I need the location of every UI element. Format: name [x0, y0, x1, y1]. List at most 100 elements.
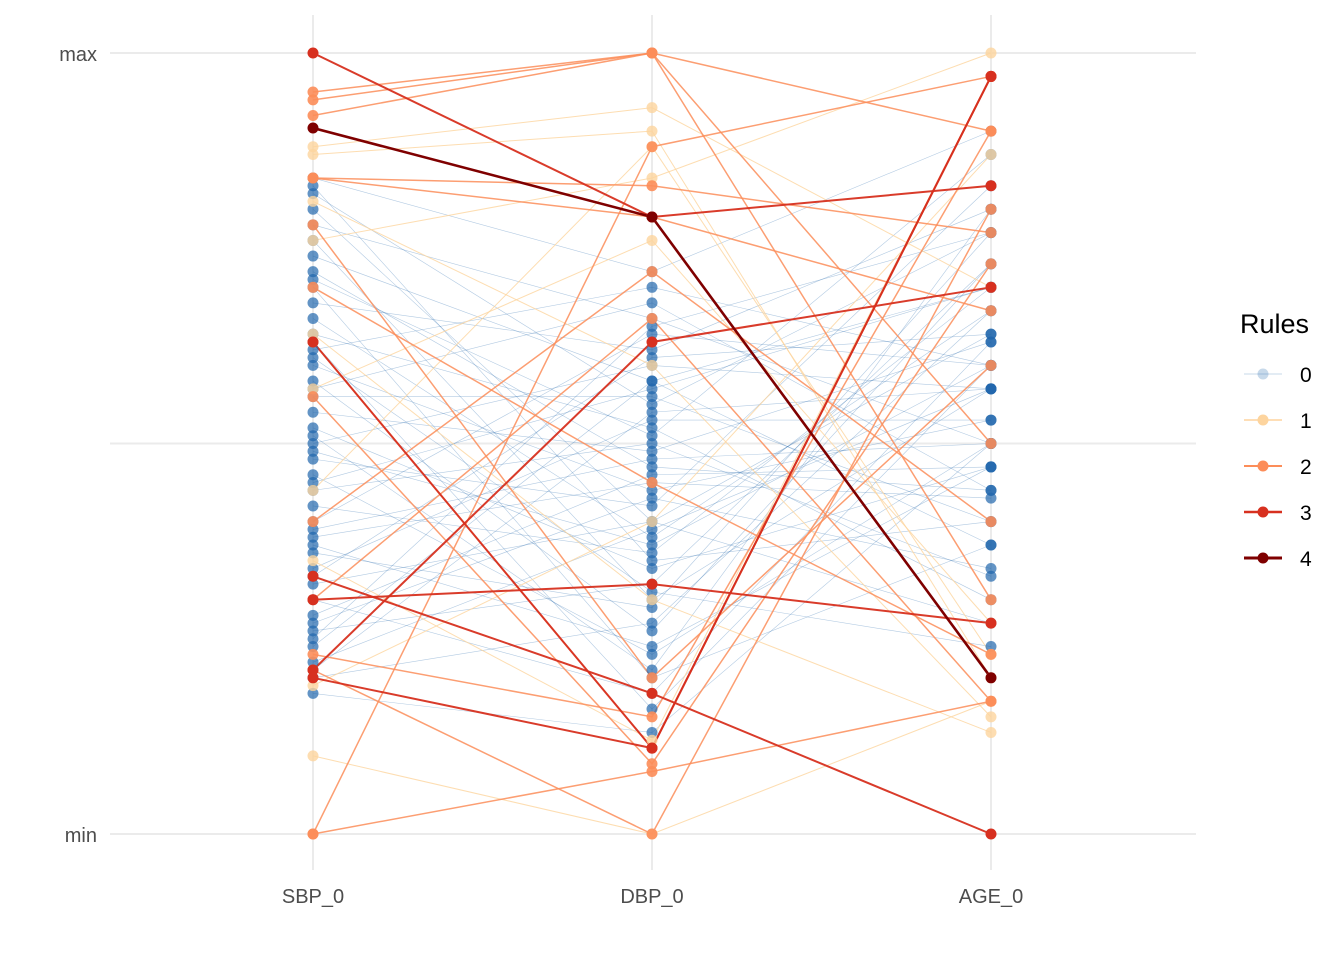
rule-0-point: [985, 492, 997, 504]
legend: Rules 0 1 2 3 4: [1240, 309, 1312, 571]
rule-3-point: [307, 672, 319, 684]
rule-1-point: [646, 234, 658, 246]
rule-2-point: [985, 125, 997, 137]
series-points: [307, 47, 997, 840]
rule-0-point: [985, 484, 997, 496]
rule-0-point: [646, 703, 658, 715]
rule-2-point: [307, 281, 319, 293]
legend-title: Rules: [1240, 309, 1309, 339]
rule-2-point: [985, 258, 997, 270]
rule-1-point: [307, 195, 319, 207]
rule-4-point: [985, 672, 997, 684]
rule-3-point: [646, 742, 658, 754]
rule-1-point: [985, 711, 997, 723]
rule-0-point: [646, 539, 658, 551]
rule-0-point: [307, 250, 319, 262]
rule-0-point: [307, 344, 319, 356]
rule-1-point: [307, 383, 319, 395]
rule-1-point: [307, 149, 319, 161]
rule-2-point: [646, 758, 658, 770]
rule-1-point: [646, 516, 658, 528]
rule-0-point: [646, 281, 658, 293]
rule-0-point: [307, 633, 319, 645]
rule-0-point: [307, 477, 319, 489]
rule-1-point: [307, 484, 319, 496]
legend-key-point: [1257, 368, 1269, 380]
rule-0-point: [646, 383, 658, 395]
rule-1-point: [307, 680, 319, 692]
legend-label-4: 4: [1300, 548, 1312, 571]
rule-0-point: [307, 273, 319, 285]
rule-0-point: [307, 641, 319, 653]
rule-3-point: [307, 336, 319, 348]
y-tick-max: max: [59, 44, 97, 66]
rule-3-point: [307, 47, 319, 59]
rule-1-point: [307, 555, 319, 567]
rule-0-point: [646, 438, 658, 449]
legend-key-point: [1257, 460, 1269, 472]
rule-0-point: [646, 422, 658, 434]
legend-label-1: 1: [1300, 410, 1312, 433]
rule-0-point: [307, 375, 319, 387]
legend-label-0: 0: [1300, 364, 1312, 387]
rule-2-point: [985, 305, 997, 317]
rule-0-point: [307, 531, 319, 543]
rule-1-point: [646, 734, 658, 746]
legend-label-2: 2: [1300, 456, 1312, 479]
rule-0-point: [307, 180, 319, 192]
rule-0-point: [307, 453, 319, 465]
rule-2-point: [646, 711, 658, 723]
rule-0-point: [646, 445, 658, 457]
rule-2-point: [985, 203, 997, 215]
rule-0-point: [307, 422, 319, 434]
y-tick-min: min: [65, 825, 97, 847]
rule-0-point: [646, 586, 658, 598]
rule-1-point: [646, 359, 658, 371]
rule-2-point: [985, 695, 997, 707]
rule-0-point: [646, 320, 658, 332]
rule-3-point: [646, 578, 658, 590]
rule-2-point: [646, 313, 658, 325]
rule-0-point: [307, 500, 319, 512]
rule-0-point: [646, 344, 658, 356]
rule-0-point: [307, 609, 319, 621]
rule-3-point: [985, 180, 997, 192]
rule-3-point: [307, 594, 319, 606]
rule-0-point: [646, 562, 658, 574]
rule-0-point: [646, 547, 658, 559]
rule-0-point: [985, 570, 997, 582]
rule-0-point: [307, 359, 319, 371]
rule-2-point: [646, 828, 658, 840]
legend-label-3: 3: [1300, 502, 1312, 525]
rule-0-point: [307, 469, 319, 481]
rule-0-point: [307, 539, 319, 551]
x-tick-sbp: SBP_0: [282, 886, 344, 908]
rule-0-point: [307, 188, 319, 200]
rule-3-point: [307, 570, 319, 582]
rule-0-point: [646, 414, 658, 426]
rule-0-point: [307, 547, 319, 559]
rule-0-point: [985, 328, 997, 340]
rule-2-point: [307, 516, 319, 528]
rule-1-point: [646, 172, 658, 184]
rule-3-point: [646, 336, 658, 348]
rule-1-point: [646, 125, 658, 137]
rule-2-point: [646, 477, 658, 489]
rule-1-point: [985, 726, 997, 738]
rule-0-point: [307, 523, 319, 535]
rule-2-point: [307, 94, 319, 106]
rule-0-point: [985, 383, 997, 395]
rule-2-point: [985, 438, 997, 449]
x-tick-dbp: DBP_0: [620, 886, 683, 908]
rule-1-point: [985, 149, 997, 161]
rule-0-point: [307, 266, 319, 278]
rule-0-point: [307, 438, 319, 449]
rule-2-point: [307, 391, 319, 403]
rule-4-point: [646, 211, 658, 223]
rule-0-point: [646, 461, 658, 473]
rule-0-point: [646, 617, 658, 629]
rule-0-point: [307, 687, 319, 699]
rule-0-point: [307, 656, 319, 668]
rule-3-point: [307, 664, 319, 676]
